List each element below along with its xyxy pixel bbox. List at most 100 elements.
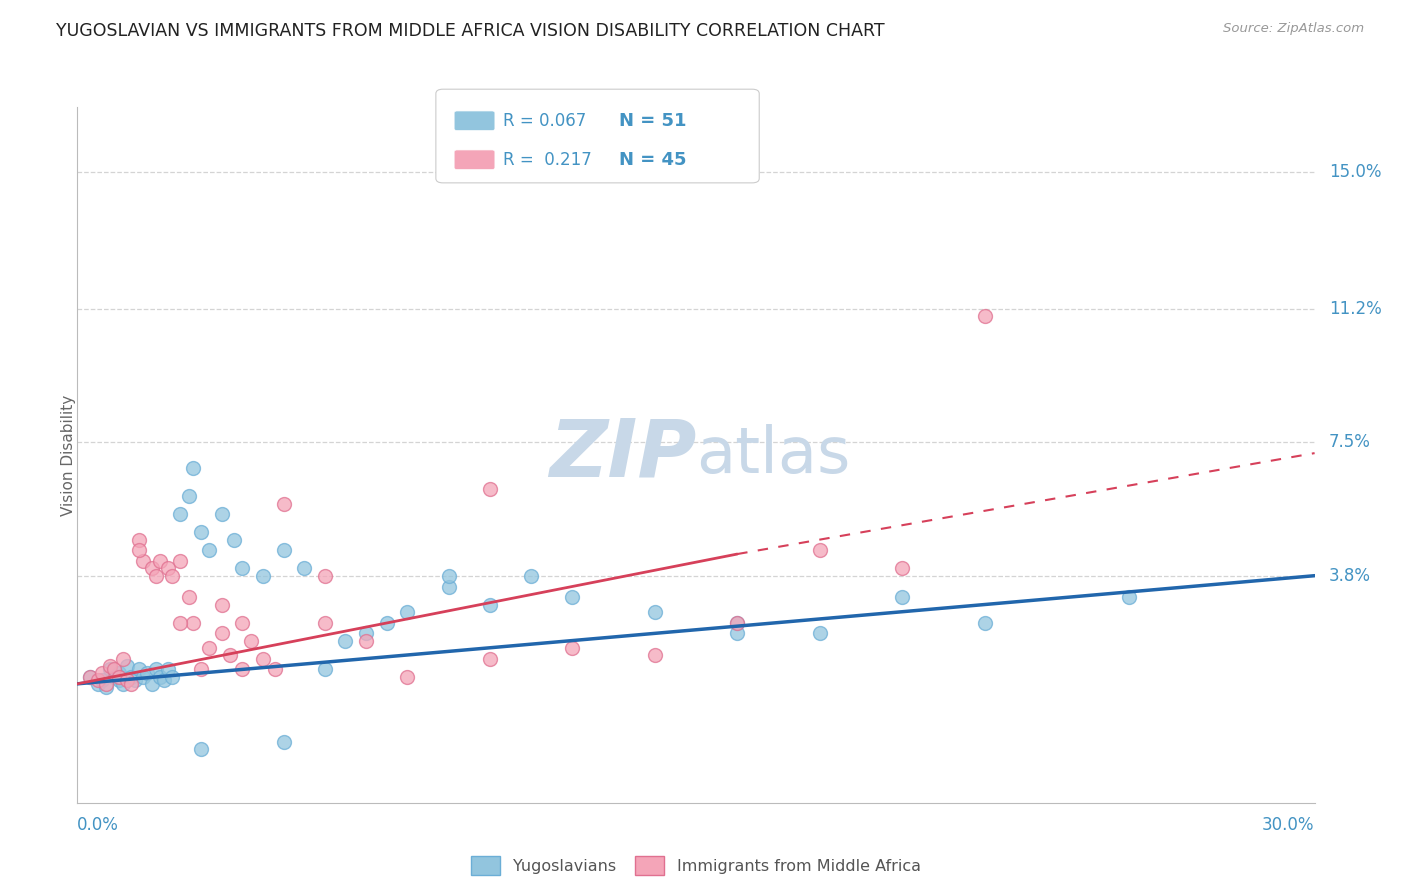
Point bbox=[273, 543, 295, 558]
Text: YUGOSLAVIAN VS IMMIGRANTS FROM MIDDLE AFRICA VISION DISABILITY CORRELATION CHART: YUGOSLAVIAN VS IMMIGRANTS FROM MIDDLE AF… bbox=[56, 22, 884, 40]
Point bbox=[107, 673, 129, 688]
Y-axis label: Vision Disability: Vision Disability bbox=[62, 394, 76, 516]
Text: N = 51: N = 51 bbox=[619, 112, 686, 129]
Point bbox=[252, 651, 274, 665]
Point bbox=[725, 615, 748, 630]
Point bbox=[231, 662, 253, 676]
Point bbox=[149, 670, 172, 684]
Point bbox=[1118, 591, 1140, 605]
Point bbox=[160, 670, 183, 684]
Point bbox=[222, 533, 245, 547]
Point bbox=[141, 677, 163, 691]
Point bbox=[396, 670, 419, 684]
Point bbox=[96, 681, 118, 695]
Point bbox=[437, 568, 460, 582]
Point bbox=[107, 670, 129, 684]
Point bbox=[211, 508, 233, 522]
Point bbox=[335, 633, 357, 648]
Point bbox=[211, 626, 233, 640]
Point bbox=[644, 648, 666, 662]
Text: 11.2%: 11.2% bbox=[1329, 300, 1382, 318]
Point bbox=[153, 673, 176, 688]
Point bbox=[79, 670, 101, 684]
Point bbox=[190, 525, 212, 540]
Point bbox=[181, 615, 204, 630]
Point bbox=[252, 568, 274, 582]
Point bbox=[198, 543, 221, 558]
Point bbox=[128, 662, 150, 676]
Point bbox=[292, 561, 315, 575]
Point bbox=[239, 633, 262, 648]
Point bbox=[478, 482, 501, 496]
Text: atlas: atlas bbox=[696, 424, 851, 486]
Point bbox=[169, 615, 191, 630]
Point bbox=[891, 591, 914, 605]
Point bbox=[111, 677, 134, 691]
Point bbox=[264, 662, 287, 676]
Point bbox=[314, 615, 336, 630]
Point bbox=[107, 666, 129, 681]
Point bbox=[145, 662, 167, 676]
Point bbox=[87, 677, 110, 691]
Point bbox=[124, 673, 146, 688]
Point bbox=[644, 605, 666, 619]
Point bbox=[973, 309, 995, 323]
Point bbox=[111, 651, 134, 665]
Text: R = 0.067: R = 0.067 bbox=[503, 112, 586, 129]
Point bbox=[157, 662, 180, 676]
Point bbox=[132, 554, 155, 568]
Point bbox=[973, 615, 995, 630]
Point bbox=[219, 648, 242, 662]
Text: N = 45: N = 45 bbox=[619, 151, 686, 169]
Point bbox=[314, 568, 336, 582]
Point bbox=[91, 666, 114, 681]
Point bbox=[396, 605, 419, 619]
Point bbox=[725, 615, 748, 630]
Text: R =  0.217: R = 0.217 bbox=[503, 151, 592, 169]
Point bbox=[561, 591, 583, 605]
Text: 3.8%: 3.8% bbox=[1329, 566, 1371, 584]
Point bbox=[211, 598, 233, 612]
Point bbox=[91, 673, 114, 688]
Point bbox=[891, 561, 914, 575]
Point bbox=[128, 543, 150, 558]
Point bbox=[169, 554, 191, 568]
Point bbox=[115, 658, 138, 673]
Point bbox=[273, 497, 295, 511]
Point bbox=[808, 543, 831, 558]
Point bbox=[478, 598, 501, 612]
Point bbox=[273, 734, 295, 748]
Text: 7.5%: 7.5% bbox=[1329, 434, 1371, 451]
Text: 0.0%: 0.0% bbox=[77, 816, 120, 834]
Point bbox=[98, 658, 121, 673]
Point bbox=[128, 533, 150, 547]
Text: Source: ZipAtlas.com: Source: ZipAtlas.com bbox=[1223, 22, 1364, 36]
Point bbox=[96, 677, 118, 691]
Point bbox=[141, 561, 163, 575]
Point bbox=[120, 670, 142, 684]
Point bbox=[149, 554, 172, 568]
Point bbox=[520, 568, 543, 582]
Point bbox=[160, 568, 183, 582]
Point bbox=[79, 670, 101, 684]
Point bbox=[231, 615, 253, 630]
Point bbox=[98, 662, 121, 676]
Point bbox=[103, 662, 125, 676]
Point bbox=[561, 640, 583, 655]
Point bbox=[132, 670, 155, 684]
Point bbox=[120, 677, 142, 691]
Point bbox=[103, 670, 125, 684]
Point bbox=[136, 666, 159, 681]
Legend: Yugoslavians, Immigrants from Middle Africa: Yugoslavians, Immigrants from Middle Afr… bbox=[471, 856, 921, 875]
Text: ZIP: ZIP bbox=[548, 416, 696, 494]
Point bbox=[808, 626, 831, 640]
Point bbox=[478, 651, 501, 665]
Point bbox=[169, 508, 191, 522]
Point bbox=[157, 561, 180, 575]
Point bbox=[198, 640, 221, 655]
Point bbox=[725, 626, 748, 640]
Point bbox=[87, 673, 110, 688]
Point bbox=[314, 662, 336, 676]
Text: 15.0%: 15.0% bbox=[1329, 163, 1381, 181]
Point bbox=[354, 626, 377, 640]
